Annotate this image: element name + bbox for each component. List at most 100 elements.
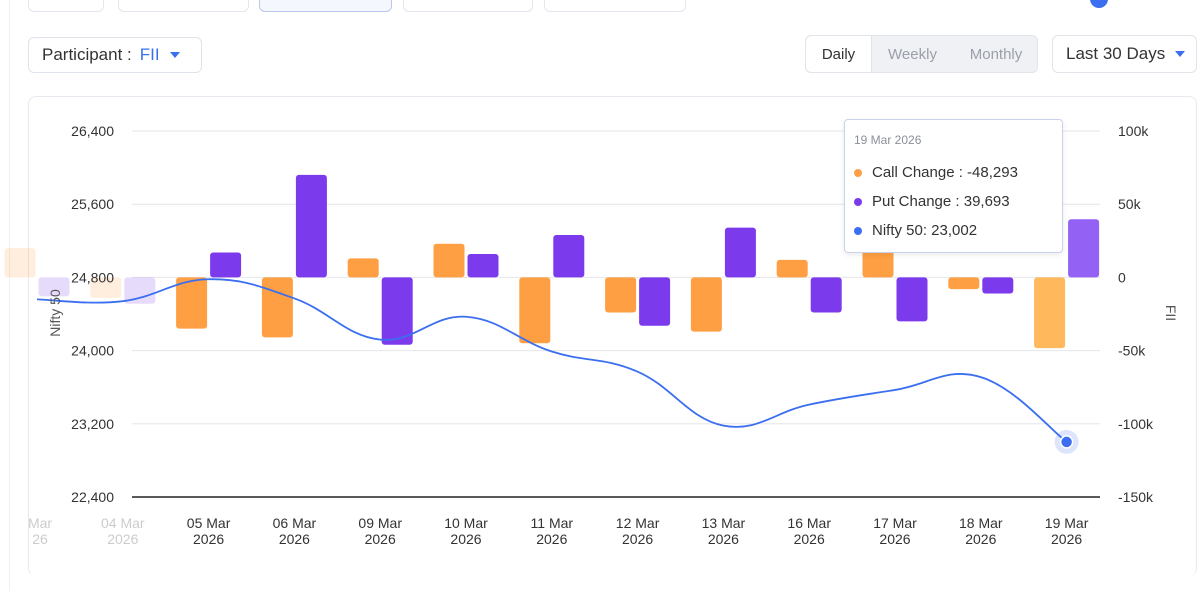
x-tick-label: 05 Mar — [187, 515, 231, 531]
right-axis-title: FII — [1163, 305, 1179, 321]
nifty-line — [36, 278, 1079, 454]
put-change-bar[interactable] — [38, 277, 70, 297]
chevron-down-icon — [1175, 51, 1186, 57]
x-tick-label: 2026 — [794, 531, 825, 547]
left-axis-ticks: 26,400 25,600 24,800 24,000 23,200 22,400 — [71, 123, 114, 505]
x-tick-label: 2026 — [536, 531, 567, 547]
right-tick-label: -150k — [1118, 489, 1154, 505]
put-change-bar[interactable] — [553, 234, 585, 278]
x-tick-label: 2026 — [1051, 531, 1082, 547]
x-tick-label: 2026 — [365, 531, 396, 547]
x-tick-label: 16 Mar — [787, 515, 831, 531]
call-change-bar[interactable] — [776, 259, 808, 278]
x-tick-label: 2026 — [622, 531, 653, 547]
period-toggle: Daily Weekly Monthly — [805, 35, 1038, 73]
date-range-select[interactable]: Last 30 Days — [1052, 35, 1197, 73]
top-tab[interactable] — [403, 0, 533, 12]
tooltip-put-value: Put Change : 39,693 — [872, 193, 1010, 210]
participant-select[interactable]: Participant : FII — [28, 37, 202, 73]
right-tick-label: 100k — [1118, 123, 1149, 139]
period-option-daily[interactable]: Daily — [806, 36, 872, 72]
chart-tooltip: 19 Mar 2026 Call Change : -48,293 Put Ch… — [844, 119, 1063, 253]
put-change-bar[interactable] — [1068, 219, 1100, 278]
left-axis-title: Nifty 50 — [47, 289, 63, 337]
left-tick-label: 23,200 — [71, 416, 114, 432]
put-change-bar[interactable] — [639, 277, 671, 326]
put-dot-icon — [854, 197, 862, 206]
right-tick-label: -50k — [1118, 343, 1146, 359]
x-tick-label: Mar — [28, 515, 52, 531]
call-change-bar[interactable] — [176, 277, 208, 329]
top-tab[interactable] — [118, 0, 249, 12]
x-tick-label: 17 Mar — [873, 515, 917, 531]
nifty-dot-icon — [854, 226, 862, 235]
call-change-bar[interactable] — [862, 251, 894, 278]
put-change-bar[interactable] — [124, 277, 156, 304]
x-tick-label: 10 Mar — [444, 515, 488, 531]
right-axis-ticks: 100k 50k 0 -50k -100k -150k — [1118, 123, 1154, 505]
tooltip-call-value: Call Change : -48,293 — [872, 164, 1018, 181]
call-dot-icon — [854, 168, 862, 177]
top-tab[interactable] — [28, 0, 104, 12]
call-change-bar[interactable] — [4, 248, 36, 278]
x-tick-label: 2026 — [107, 531, 138, 547]
nifty-highlight-point[interactable] — [1059, 435, 1074, 449]
call-change-bar[interactable] — [690, 277, 722, 332]
x-tick-label: 04 Mar — [101, 515, 145, 531]
call-change-bar[interactable] — [433, 243, 465, 278]
top-tab-active[interactable] — [259, 0, 392, 12]
toggle-knob[interactable] — [1090, 0, 1108, 8]
x-tick-label: 26 — [32, 531, 48, 547]
right-tick-label: 50k — [1118, 196, 1142, 212]
period-option-monthly[interactable]: Monthly — [969, 45, 1023, 63]
put-change-bar[interactable] — [210, 252, 242, 278]
right-tick-label: 0 — [1118, 269, 1126, 285]
participant-label: Participant : — [42, 45, 132, 64]
put-change-bar[interactable] — [724, 227, 756, 278]
call-change-bar[interactable] — [519, 277, 551, 344]
x-tick-label: 2026 — [193, 531, 224, 547]
tooltip-row-call: Call Change : -48,293 — [854, 158, 1062, 187]
put-change-bar[interactable] — [896, 277, 928, 322]
top-tab[interactable] — [544, 0, 686, 12]
left-tick-label: 24,000 — [71, 343, 114, 359]
tooltip-row-put: Put Change : 39,693 — [854, 187, 1062, 216]
call-change-bar[interactable] — [347, 258, 379, 278]
x-tick-label: 2026 — [965, 531, 996, 547]
put-change-bar[interactable] — [381, 277, 413, 345]
x-tick-label: 09 Mar — [358, 515, 402, 531]
sidebar-edge — [0, 0, 10, 591]
x-tick-label: 12 Mar — [616, 515, 660, 531]
left-tick-label: 24,800 — [71, 269, 114, 285]
left-tick-label: 26,400 — [71, 123, 114, 139]
call-change-bar[interactable] — [90, 277, 122, 298]
period-option-weekly[interactable]: Weekly — [888, 45, 937, 63]
x-tick-label: 2026 — [708, 531, 739, 547]
x-tick-label: 2026 — [879, 531, 910, 547]
x-tick-label: 2026 — [450, 531, 481, 547]
x-tick-label: 11 Mar — [531, 515, 574, 531]
bar-series — [4, 174, 1100, 349]
call-change-bar[interactable] — [605, 277, 637, 313]
call-change-bar[interactable] — [261, 277, 293, 338]
tooltip-date: 19 Mar 2026 — [854, 133, 922, 147]
put-change-bar[interactable] — [810, 277, 842, 313]
x-tick-label: 06 Mar — [273, 515, 317, 531]
nifty-50-line — [36, 278, 1068, 443]
x-tick-label: 18 Mar — [959, 515, 1003, 531]
left-tick-label: 25,600 — [71, 196, 114, 212]
call-change-bar[interactable] — [1034, 277, 1066, 349]
x-tick-label: 2026 — [279, 531, 310, 547]
chevron-down-icon — [169, 52, 180, 58]
put-change-bar[interactable] — [295, 174, 327, 278]
left-tick-label: 22,400 — [71, 489, 114, 505]
x-tick-label: 19 Mar — [1045, 515, 1089, 531]
right-tick-label: -100k — [1118, 416, 1154, 432]
put-change-bar[interactable] — [467, 253, 499, 278]
call-change-bar[interactable] — [948, 277, 980, 290]
put-change-bar[interactable] — [982, 277, 1014, 294]
x-tick-label: 13 Mar — [702, 515, 746, 531]
